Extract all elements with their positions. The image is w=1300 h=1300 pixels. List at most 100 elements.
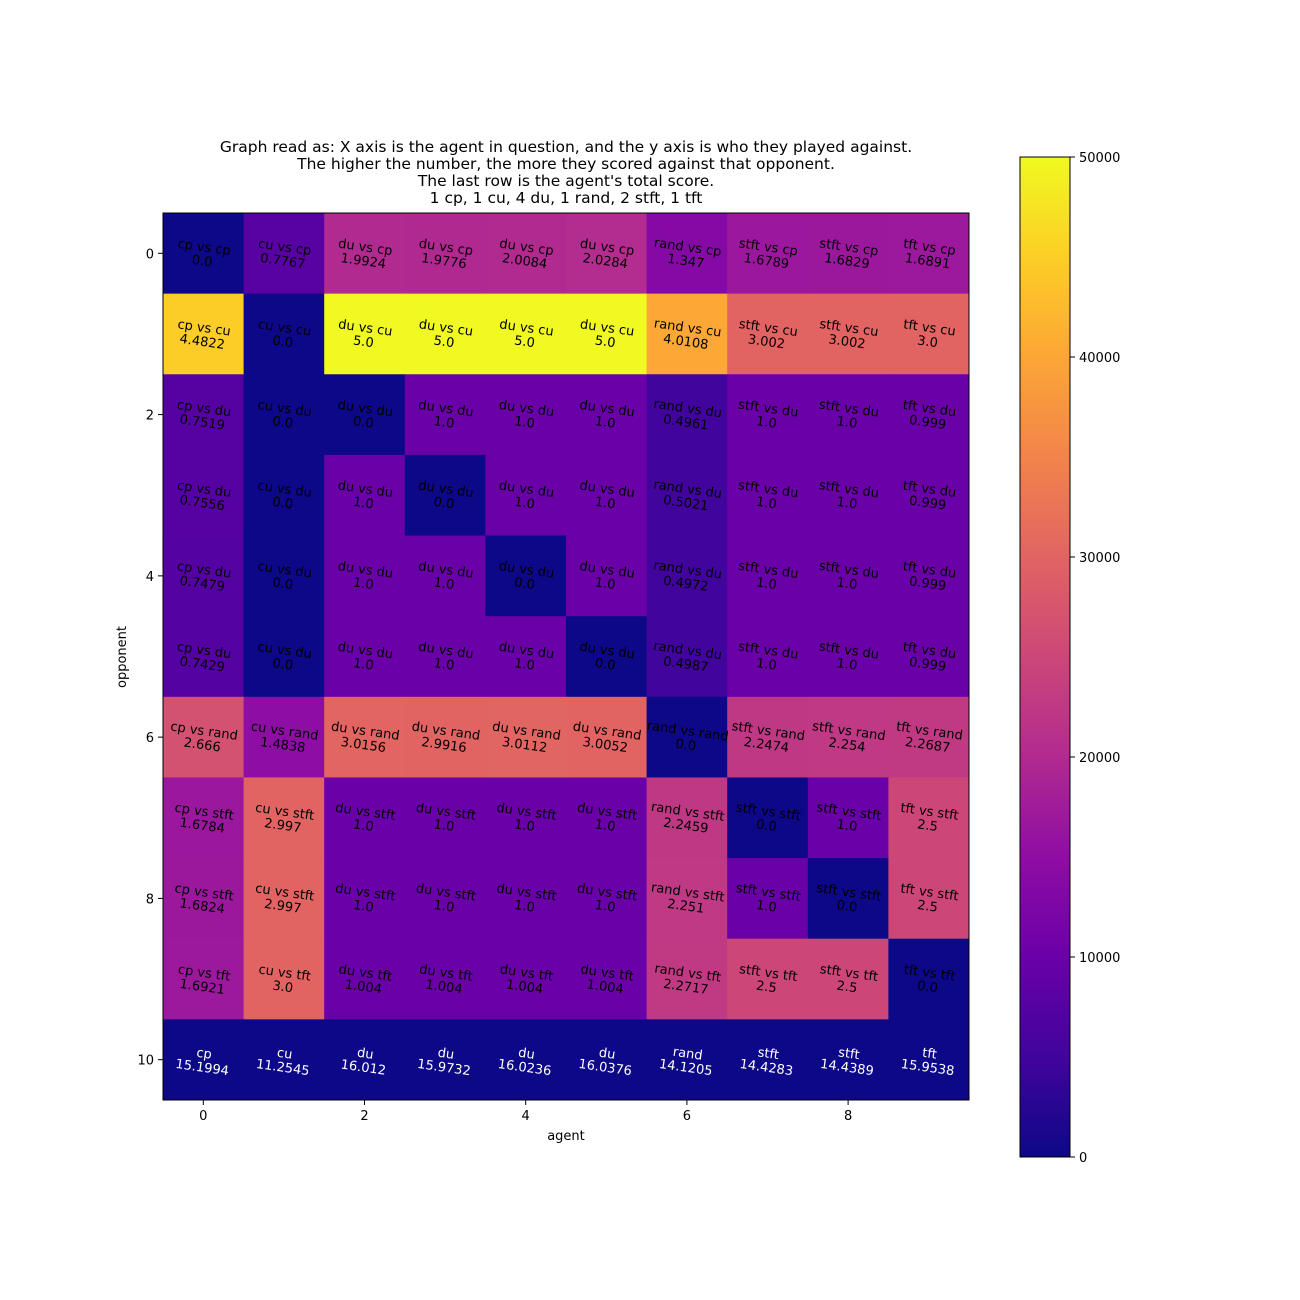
cell-label: cp15.1994 bbox=[174, 1043, 231, 1079]
heatmap-cell bbox=[646, 938, 728, 1020]
heatmap-cell bbox=[163, 374, 245, 456]
heatmap-cell bbox=[566, 1019, 648, 1101]
cell-label: cp vs stft1.6824 bbox=[172, 881, 235, 918]
cell-label: cp vs du0.7429 bbox=[174, 640, 232, 676]
cell-label: du vs rand2.9916 bbox=[409, 719, 481, 757]
cell-label: cp vs tft1.6921 bbox=[175, 963, 231, 999]
heatmap-cell bbox=[807, 535, 889, 617]
y-tick-label: 2 bbox=[146, 409, 154, 424]
cell-label: tft vs du0.999 bbox=[900, 559, 957, 595]
heatmap-cell bbox=[243, 858, 325, 940]
cell-label: du vs cp1.9924 bbox=[335, 237, 393, 273]
colorbar-tick-label: 20000 bbox=[1079, 751, 1120, 766]
x-tick-label: 4 bbox=[522, 1109, 530, 1124]
title-line-3: The last row is the agent's total score. bbox=[417, 172, 715, 190]
cell-label: cu vs tft3.0 bbox=[256, 963, 312, 999]
heatmap-cell bbox=[163, 696, 245, 778]
heatmap-cell bbox=[727, 213, 809, 295]
x-tick-label: 2 bbox=[360, 1109, 368, 1124]
cell-label: du vs cu5.0 bbox=[496, 317, 554, 353]
cell-label: du16.0236 bbox=[497, 1043, 554, 1079]
heatmap-cell bbox=[727, 535, 809, 617]
heatmap-cell bbox=[163, 938, 245, 1020]
heatmap-cell bbox=[727, 1019, 809, 1101]
cell-label: cu vs cp0.7767 bbox=[255, 237, 312, 273]
cell-label: stft14.4283 bbox=[739, 1043, 796, 1079]
cell-label: du vs tft1.004 bbox=[336, 962, 393, 998]
cell-label: cp vs du0.7556 bbox=[174, 479, 232, 515]
cell-label: cp vs stft1.6784 bbox=[172, 801, 235, 838]
cell-label: du vs tft1.004 bbox=[416, 962, 473, 998]
heatmap-cell bbox=[727, 454, 809, 537]
cell-label: cp vs du0.7519 bbox=[174, 398, 232, 434]
heatmap-cell bbox=[163, 616, 245, 698]
heatmap-cell bbox=[646, 293, 728, 375]
colorbar bbox=[1019, 156, 1071, 1158]
heatmap-cell bbox=[324, 454, 406, 537]
x-tick-label: 0 bbox=[199, 1109, 207, 1124]
title-line-1: Graph read as: X axis is the agent in qu… bbox=[219, 138, 913, 156]
heatmap-cell bbox=[727, 616, 809, 698]
heatmap-cell bbox=[243, 374, 325, 456]
heatmap-cell bbox=[888, 454, 970, 537]
cell-label: du vs rand3.0156 bbox=[328, 719, 400, 757]
cell-label: stft vs cp1.6829 bbox=[816, 236, 879, 273]
colorbar-tick-label: 0 bbox=[1079, 1151, 1087, 1166]
heatmap-cell bbox=[888, 777, 970, 859]
heatmap-cell bbox=[888, 616, 970, 698]
heatmap-cell bbox=[243, 293, 325, 375]
heatmap-cell bbox=[243, 777, 325, 859]
cell-label: du16.012 bbox=[340, 1044, 389, 1079]
heatmap-cell bbox=[163, 293, 245, 375]
heatmap-cell bbox=[324, 616, 406, 698]
heatmap-cell bbox=[807, 777, 889, 859]
heatmap-cell bbox=[485, 535, 567, 617]
heatmap-cell bbox=[243, 696, 325, 778]
heatmap-cell bbox=[324, 858, 406, 940]
y-axis-label: opponent bbox=[115, 626, 130, 688]
heatmap-cell bbox=[324, 374, 406, 456]
colorbar-tick-label: 50000 bbox=[1079, 151, 1120, 166]
heatmap-cell bbox=[485, 454, 567, 537]
cell-label: rand vs du0.5021 bbox=[650, 478, 722, 516]
heatmap-cell bbox=[646, 535, 728, 617]
cell-label: stft vs cp1.6789 bbox=[736, 236, 799, 273]
y-tick-label: 10 bbox=[137, 1054, 154, 1069]
cell-label: du vs cp2.0284 bbox=[577, 237, 635, 273]
heatmap-cell bbox=[646, 696, 728, 778]
heatmap-cell bbox=[163, 858, 245, 940]
cell-label: tft vs tft0.0 bbox=[901, 963, 956, 999]
cell-label: du16.0376 bbox=[577, 1043, 634, 1079]
x-tick-label: 6 bbox=[683, 1109, 691, 1124]
heatmap-cell bbox=[485, 777, 567, 859]
cell-label: stft vs cu3.002 bbox=[816, 317, 879, 354]
cell-label: du vs tft1.004 bbox=[497, 962, 554, 998]
heatmap-cell bbox=[324, 1019, 406, 1101]
cell-label: du vs cu5.0 bbox=[416, 317, 474, 353]
heatmap-cell bbox=[404, 938, 486, 1020]
heatmap-cell bbox=[404, 535, 486, 617]
heatmap-cell bbox=[324, 696, 406, 778]
heatmap-cell bbox=[646, 213, 728, 295]
cell-label: du vs cu5.0 bbox=[335, 317, 393, 353]
heatmap-cell bbox=[807, 1019, 889, 1101]
colorbar-ticks: 0 10000 20000 30000 40000 50000 bbox=[1070, 151, 1120, 1166]
cell-label: rand vs du0.4987 bbox=[650, 639, 722, 677]
heatmap-cell bbox=[888, 696, 970, 778]
cell-label: tft15.9538 bbox=[900, 1043, 957, 1079]
heatmap-cell bbox=[566, 293, 648, 375]
heatmap-cell bbox=[485, 858, 567, 940]
heatmap-cell bbox=[727, 777, 809, 859]
heatmap-cell bbox=[163, 213, 245, 295]
y-tick-label: 6 bbox=[146, 731, 154, 746]
title-line-4: 1 cp, 1 cu, 4 du, 1 rand, 2 stft, 1 tft bbox=[429, 189, 703, 207]
heatmap-cell bbox=[646, 1019, 728, 1101]
cell-label: cp vs cp0.0 bbox=[175, 237, 232, 273]
colorbar-tick-label: 30000 bbox=[1079, 551, 1120, 566]
heatmap-cell bbox=[807, 616, 889, 698]
heatmap-cell bbox=[243, 938, 325, 1020]
heatmap-cell bbox=[727, 374, 809, 456]
plot-frame bbox=[162, 212, 970, 1101]
heatmap-cell bbox=[243, 213, 325, 295]
